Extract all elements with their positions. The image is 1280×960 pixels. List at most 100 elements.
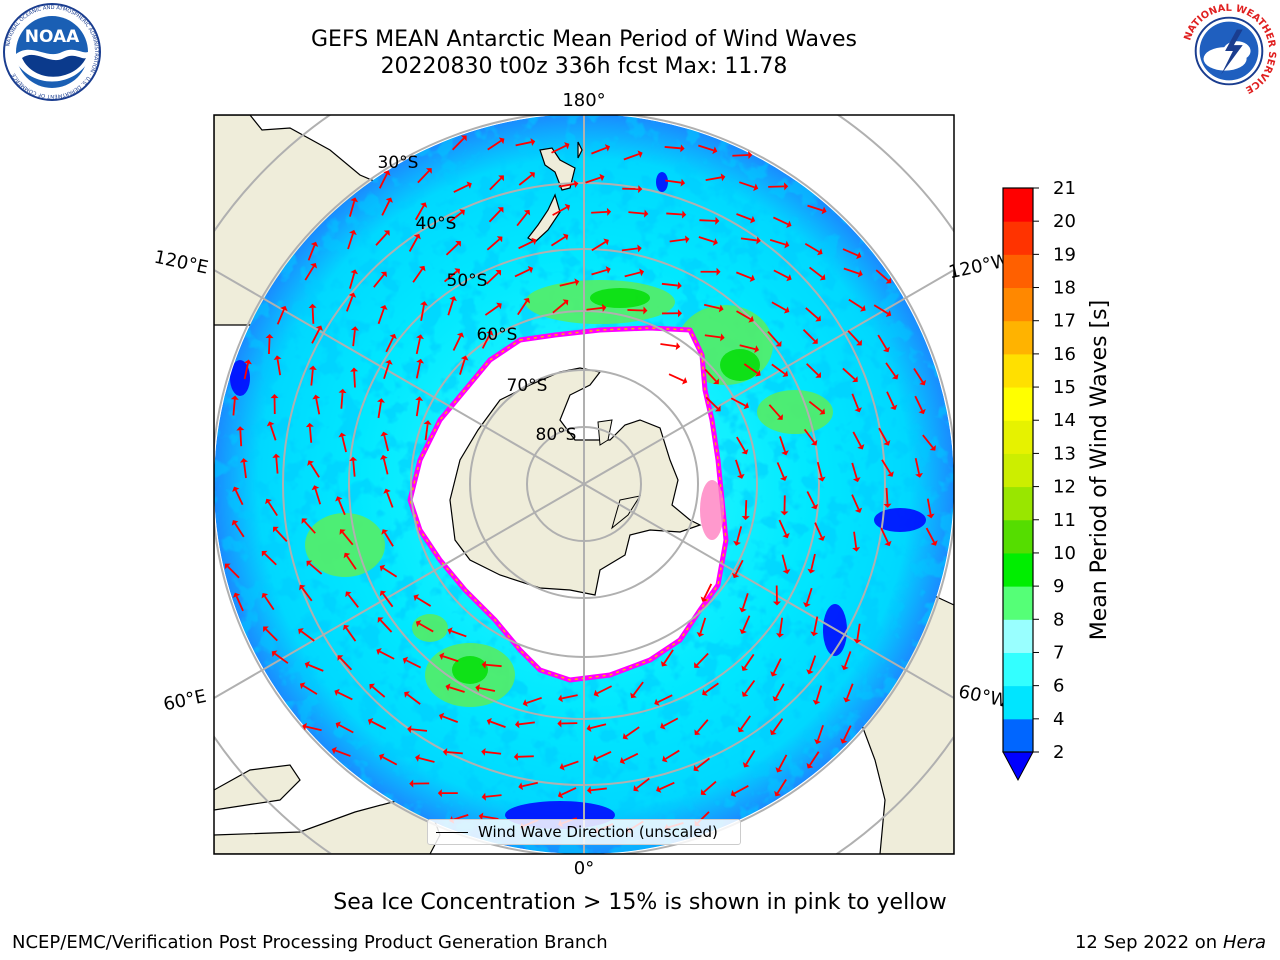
wave-direction-arrowhead — [720, 333, 725, 342]
wave-direction-arrowhead — [753, 183, 759, 192]
wave-direction-arrowhead — [622, 733, 629, 740]
lat-label-60s: 60°S — [477, 325, 518, 345]
wave-direction-arrow — [844, 651, 852, 667]
wave-direction-arrow — [852, 431, 862, 447]
wave-direction-arrow — [517, 755, 534, 758]
wave-direction-arrowhead — [637, 244, 642, 253]
wave-direction-arrow — [736, 436, 746, 452]
wave-direction-arrow — [704, 368, 717, 382]
wave-direction-arrow — [734, 559, 744, 575]
wave-direction-arrowhead — [885, 310, 892, 317]
wave-direction-arrowhead — [513, 752, 518, 761]
wave-direction-arrow — [848, 298, 863, 310]
wave-direction-arrow — [815, 685, 823, 702]
wave-direction-arrow — [696, 719, 709, 733]
wave-direction-arrow — [315, 398, 321, 415]
wave-direction-arrow — [371, 686, 386, 698]
wave-direction-arrowhead — [817, 248, 823, 256]
wave-direction-arrowhead — [230, 395, 239, 400]
wave-direction-arrowhead — [385, 197, 393, 203]
wave-direction-arrowhead — [817, 476, 826, 482]
wave-direction-arrowhead — [599, 173, 605, 182]
wave-direction-arrow — [596, 685, 612, 695]
wave-direction-arrow — [805, 307, 819, 320]
wave-direction-arrowhead — [339, 529, 346, 535]
wave-direction-arrowhead — [497, 207, 504, 213]
wave-direction-arrow — [385, 337, 394, 353]
wave-direction-arrow — [842, 248, 859, 257]
wave-direction-arrowhead — [815, 315, 821, 322]
wave-direction-arrowhead — [402, 656, 409, 664]
wave-direction-arrowhead — [418, 265, 426, 272]
nws-logo: NATIONAL WEATHER SERVICE — [1181, 3, 1277, 99]
wave-direction-arrowhead — [263, 626, 269, 633]
wave-direction-arrowhead — [853, 638, 862, 644]
wave-direction-arrowhead — [299, 682, 306, 690]
wave-direction-arrow — [264, 553, 277, 566]
wave-direction-arrow — [591, 269, 608, 276]
legend-line-symbol — [436, 832, 468, 833]
wave-direction-arrowhead — [380, 304, 388, 311]
wave-direction-arrowhead — [840, 738, 848, 744]
wave-direction-arrow — [806, 363, 819, 376]
wave-direction-arrow — [776, 779, 787, 794]
wave-direction-arrowhead — [531, 237, 537, 245]
wave-direction-arrow — [514, 268, 530, 278]
wave-direction-arrowhead — [231, 520, 239, 526]
wave-direction-arrowhead — [743, 402, 749, 410]
wave-direction-arrow — [705, 176, 722, 181]
wave-direction-arrowhead — [696, 631, 705, 637]
wave-direction-arrowhead — [748, 315, 754, 323]
wave-direction-arrow — [487, 140, 502, 151]
wave-direction-arrow — [558, 183, 575, 188]
wave-direction-arrow — [227, 565, 240, 579]
wave-direction-arrow — [412, 268, 423, 283]
wave-direction-arrowhead — [426, 168, 432, 174]
wave-direction-arrow — [663, 649, 674, 664]
wave-direction-arrow — [551, 144, 567, 154]
wave-direction-arrow — [482, 815, 499, 820]
wave-direction-arrowhead — [350, 269, 359, 275]
wave-direction-arrow — [590, 723, 607, 729]
wave-direction-arrowhead — [720, 173, 726, 182]
wave-direction-arrow — [847, 330, 860, 344]
wave-direction-arrowhead — [860, 304, 866, 312]
wave-direction-arrowhead — [420, 301, 428, 306]
wave-direction-arrow — [381, 200, 391, 216]
wave-direction-arrow — [378, 173, 388, 189]
lat-label-70s: 70°S — [507, 376, 548, 396]
wave-direction-arrow — [813, 616, 819, 633]
wave-direction-arrowhead — [312, 394, 321, 400]
wave-direction-arrowhead — [681, 377, 688, 385]
credit-right: 12 Sep 2022 on Hera — [1075, 932, 1266, 953]
wave-direction-arrow — [665, 749, 680, 760]
wave-direction-arrowhead — [244, 359, 252, 365]
wave-direction-arrowhead — [383, 488, 391, 494]
wave-direction-arrow — [668, 373, 685, 382]
wave-direction-arrowhead — [713, 378, 719, 385]
wave-direction-arrowhead — [342, 624, 350, 631]
wave-direction-arrow — [349, 272, 356, 289]
noaa-logo: NOAA NATIONAL OCEANIC AND ATMOSPHERIC AD… — [3, 3, 101, 101]
wave-direction-arrow — [773, 269, 789, 279]
wave-direction-arrow — [809, 751, 820, 766]
wave-direction-arrow — [352, 330, 356, 347]
wave-direction-arrowhead — [486, 330, 494, 336]
wave-direction-arrowhead — [261, 550, 268, 557]
wave-direction-arrowhead — [741, 691, 749, 697]
wave-direction-arrow — [802, 329, 816, 342]
wave-direction-arrow — [736, 526, 743, 543]
wave-direction-arrow — [310, 369, 314, 386]
wave-direction-arrow — [234, 523, 245, 538]
lat-label-50s: 50°S — [447, 271, 488, 291]
wave-direction-arrowhead — [750, 215, 756, 224]
wave-direction-arrowhead — [481, 792, 486, 801]
wave-direction-arrowhead — [415, 754, 420, 762]
wave-direction-arrow — [274, 653, 289, 664]
wave-direction-arrow — [479, 687, 496, 692]
wave-direction-arrow — [873, 304, 889, 315]
wave-direction-arrowhead — [885, 277, 892, 284]
wave-direction-arrow — [234, 489, 244, 506]
wave-direction-arrow — [851, 494, 860, 510]
wave-direction-arrowhead — [527, 265, 534, 274]
